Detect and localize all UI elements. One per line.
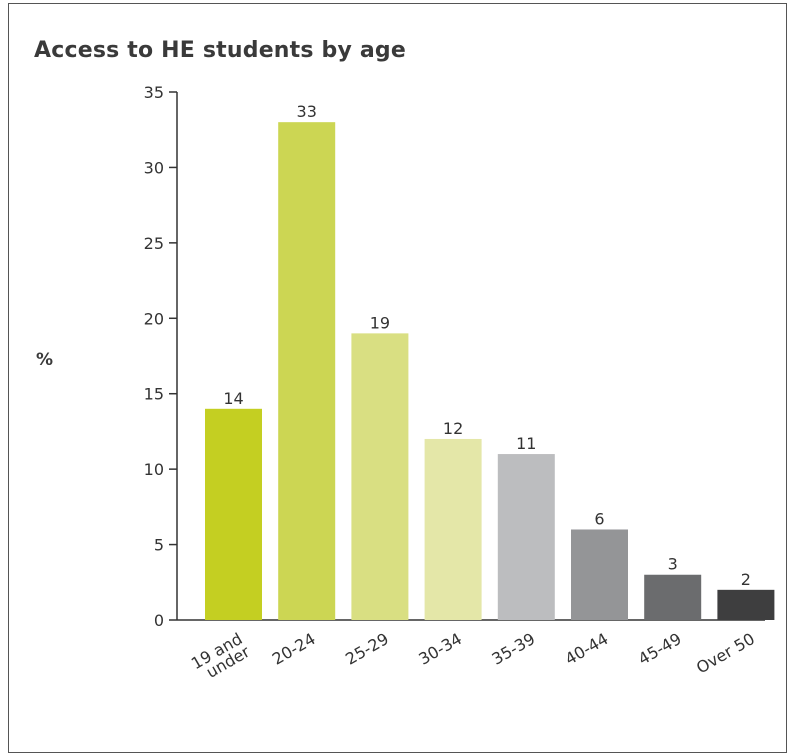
bar-8 — [717, 589, 775, 620]
x-category-label: 45-49 — [635, 629, 685, 669]
y-tick-label: 35 — [144, 83, 164, 102]
bar-4 — [424, 438, 482, 620]
y-tick-label: 30 — [144, 158, 164, 177]
x-category-label: 40-44 — [562, 629, 612, 669]
bar-value-label: 12 — [443, 419, 463, 438]
bar-1 — [205, 408, 262, 620]
bar-3 — [351, 333, 409, 620]
bar-6 — [571, 529, 628, 620]
y-tick-label: 20 — [144, 309, 164, 328]
bar-value-label: 33 — [297, 102, 317, 121]
chart-title: Access to HE students by age — [34, 38, 407, 63]
y-tick-label: 25 — [144, 234, 164, 253]
x-category-label: Over 50 — [693, 629, 758, 677]
x-category-label: 20-24 — [269, 629, 319, 669]
bar-7 — [644, 574, 702, 620]
bar-2 — [278, 122, 336, 621]
bar-value-label: 11 — [516, 434, 536, 453]
bar-value-label: 6 — [594, 509, 604, 528]
bar-value-label: 14 — [223, 389, 243, 408]
y-tick-label: 10 — [144, 460, 164, 479]
y-tick-label: 5 — [154, 536, 164, 555]
x-category-label: 19 andunder — [188, 629, 253, 686]
bar-value-label: 3 — [668, 555, 678, 574]
bar-chart: 0 5 10 15 20 25 30 35 14 19 andunder 33 20-24 19 25-2… — [144, 83, 775, 686]
x-category-label: 30-34 — [415, 629, 465, 669]
bar-5 — [497, 454, 555, 620]
y-axis-label: % — [36, 350, 54, 370]
bar-value-label: 2 — [741, 570, 751, 589]
y-tick-label: 0 — [154, 611, 164, 630]
x-category-label: 25-29 — [342, 629, 392, 669]
x-category-label: 35-39 — [489, 629, 539, 669]
bar-value-label: 19 — [370, 313, 390, 332]
y-tick-label: 15 — [144, 385, 164, 404]
